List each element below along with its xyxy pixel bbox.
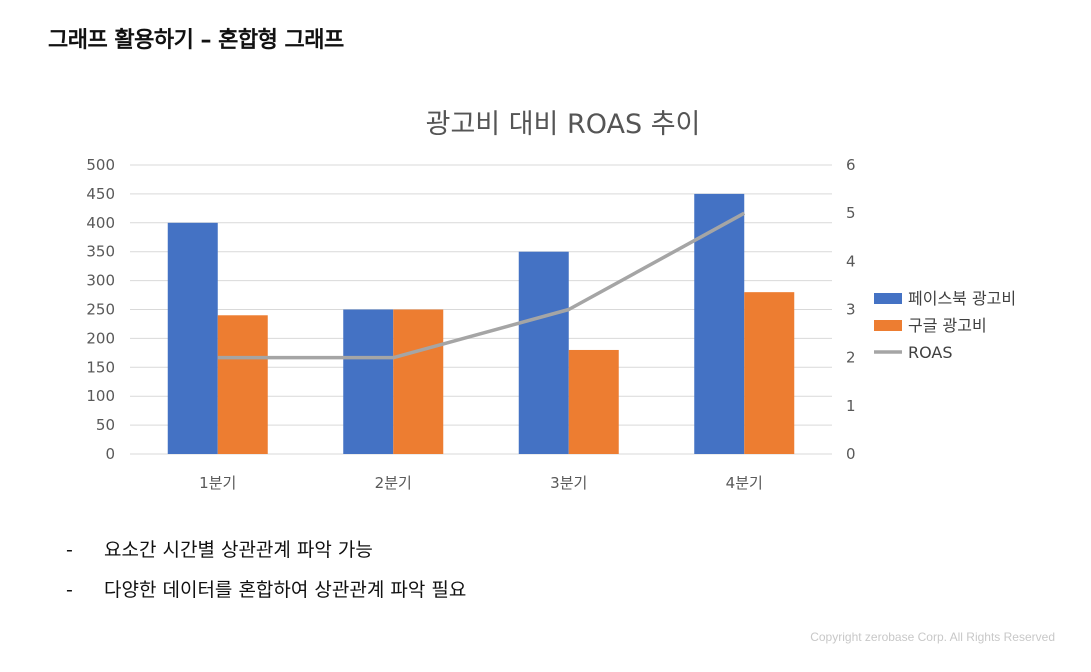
y-left-tick-label: 400 — [86, 214, 115, 232]
chart-container: 광고비 대비 ROAS 추이 0 50 100 150 200 250 300 350 400 45… — [86, 109, 1016, 492]
combo-chart: 광고비 대비 ROAS 추이05010015020025030035040045… — [86, 109, 1016, 492]
bullet-item: - 다양한 데이터를 혼합하여 상관관계 파악 필요 — [66, 570, 966, 610]
legend-label: ROAS — [908, 343, 953, 362]
y-right-tick-label: 6 — [846, 156, 856, 174]
bullet-list: - 요소간 시간별 상관관계 파악 가능 - 다양한 데이터를 혼합하여 상관관… — [66, 530, 966, 610]
chart-title: 광고비 대비 ROAS 추이 — [426, 109, 701, 140]
y-right-tick-label: 3 — [846, 301, 856, 319]
bar-facebook — [694, 193, 745, 454]
y-left-tick-label: 250 — [86, 301, 115, 319]
bullet-text: 요소간 시간별 상관관계 파악 가능 — [104, 539, 373, 561]
y-right-tick-label: 0 — [846, 445, 856, 463]
legend-label: 구글 광고비 — [908, 316, 987, 335]
y-left-tick-label: 0 — [105, 445, 115, 463]
bar-google — [744, 292, 795, 454]
bar-google — [393, 309, 444, 454]
bar-facebook — [167, 222, 218, 454]
bullet-item: - 요소간 시간별 상관관계 파악 가능 — [66, 530, 966, 570]
y-left-tick-label: 450 — [86, 185, 115, 203]
bar-facebook — [343, 309, 394, 454]
y-left-tick-label: 50 — [96, 416, 115, 434]
y-right-tick-label: 1 — [846, 397, 856, 415]
bullet-dash: - — [66, 539, 73, 561]
y-left-tick-label: 100 — [86, 387, 115, 405]
legend-label: 페이스북 광고비 — [908, 289, 1016, 308]
bullet-dash: - — [66, 579, 73, 601]
y-right-tick-label: 5 — [846, 204, 856, 222]
x-tick-label: 2분기 — [375, 474, 412, 492]
y-left-tick-label: 500 — [86, 156, 115, 174]
y-left-tick-label: 300 — [86, 272, 115, 290]
legend-swatch — [874, 320, 902, 331]
bar-google — [217, 315, 268, 454]
y-left-tick-label: 150 — [86, 358, 115, 376]
y-left-tick-label: 200 — [86, 329, 115, 347]
y-right-tick-label: 4 — [846, 252, 856, 270]
x-tick-label: 4분기 — [726, 474, 763, 492]
x-tick-label: 3분기 — [550, 474, 587, 492]
bar-google — [568, 349, 619, 454]
bullet-text: 다양한 데이터를 혼합하여 상관관계 파악 필요 — [104, 579, 467, 601]
page-title: 그래프 활용하기 – 혼합형 그래프 — [48, 28, 344, 53]
legend-swatch — [874, 293, 902, 304]
copyright-notice: Copyright zerobase Corp. All Rights Rese… — [810, 630, 1055, 644]
y-left-tick-label: 350 — [86, 243, 115, 261]
y-right-tick-label: 2 — [846, 349, 856, 367]
bar-facebook — [518, 251, 569, 454]
roas-line — [217, 211, 746, 360]
x-tick-label: 1분기 — [199, 474, 236, 492]
